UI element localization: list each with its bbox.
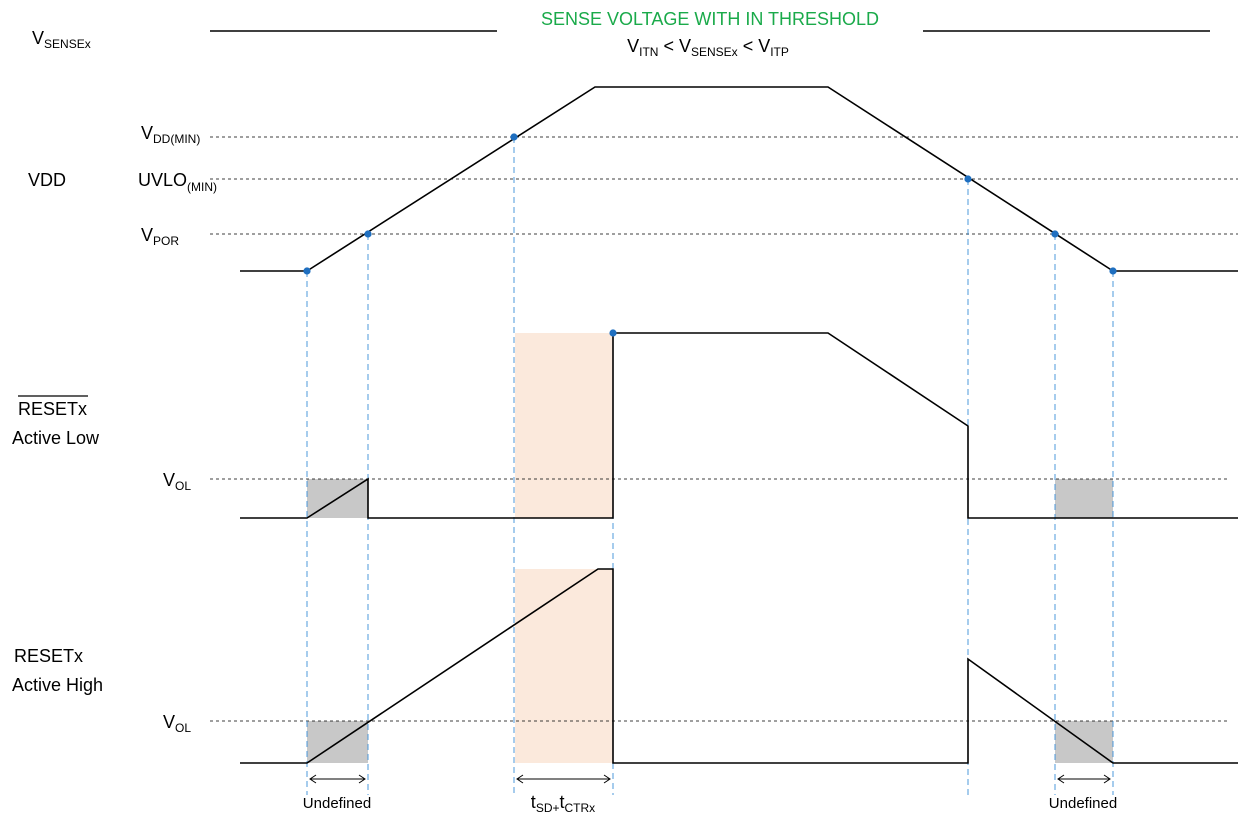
vddmin-rise-dot xyxy=(510,133,518,141)
vol-label-low: VOL xyxy=(163,470,191,493)
delay-arrow xyxy=(516,774,611,784)
reset-release-dot xyxy=(609,329,617,337)
vsense-label: VSENSEx xyxy=(32,28,91,51)
vdd-start-dot xyxy=(303,267,311,275)
vol-label-high: VOL xyxy=(163,712,191,735)
reset-low-label-line2: Active Low xyxy=(12,428,100,448)
undefined-right-label: Undefined xyxy=(1049,795,1117,812)
sense-threshold-title: SENSE VOLTAGE WITH IN THRESHOLD xyxy=(541,9,879,29)
vdd-waveform xyxy=(240,86,1238,272)
undefined-region-low-right xyxy=(1055,479,1113,518)
reset-high-label-line1: RESETx xyxy=(14,646,83,666)
vdd-end-dot xyxy=(1109,267,1117,275)
delay-label: tSD+tCTRx xyxy=(531,792,595,815)
vdd-label: VDD xyxy=(28,170,66,190)
undefined-left-label: Undefined xyxy=(303,795,371,812)
reset-high-waveform xyxy=(240,568,1238,764)
reset-low-label-line1: RESETx xyxy=(18,399,87,419)
vpor-rise-dot xyxy=(364,230,372,238)
vpor-fall-dot xyxy=(1051,230,1059,238)
undefined-left-arrow xyxy=(309,774,366,784)
reset-high-label-line2: Active High xyxy=(12,675,103,695)
vddmin-label: VDD(MIN) xyxy=(141,123,200,146)
uvlo-label: UVLO(MIN) xyxy=(138,170,217,194)
delay-region-reset-high xyxy=(515,569,613,763)
delay-region-reset-low xyxy=(515,333,613,518)
uvlo-fall-dot xyxy=(964,175,972,183)
sense-threshold-condition: VITN < VSENSEx < VITP xyxy=(627,36,789,59)
undefined-right-arrow xyxy=(1057,774,1111,784)
vpor-label: VPOR xyxy=(141,225,179,248)
reset-low-waveform xyxy=(240,332,1238,519)
